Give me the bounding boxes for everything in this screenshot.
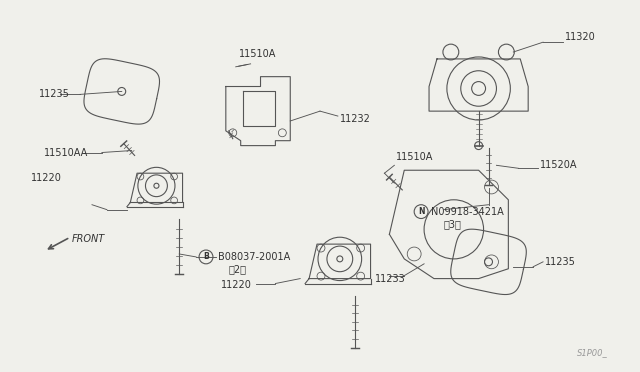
Text: 11232: 11232 (340, 114, 371, 124)
Text: 11233: 11233 (374, 273, 405, 283)
Text: 11320: 11320 (565, 32, 596, 42)
Text: S1P00_: S1P00_ (577, 349, 607, 357)
Text: 11510A: 11510A (239, 49, 276, 59)
Text: 11235: 11235 (545, 257, 576, 267)
Text: （3）: （3） (444, 219, 462, 230)
Text: 11220: 11220 (31, 173, 61, 183)
Text: 11220: 11220 (221, 280, 252, 291)
Text: B: B (203, 253, 209, 262)
Text: FRONT: FRONT (72, 234, 106, 244)
Text: B08037-2001A: B08037-2001A (218, 252, 290, 262)
Text: 11510A: 11510A (396, 153, 434, 163)
Text: 11235: 11235 (38, 89, 69, 99)
Text: 11510AA: 11510AA (44, 148, 89, 157)
Text: （2）: （2） (228, 264, 247, 274)
Text: 11520A: 11520A (540, 160, 577, 170)
Text: N09918-3421A: N09918-3421A (431, 206, 504, 217)
Text: N: N (418, 207, 424, 216)
